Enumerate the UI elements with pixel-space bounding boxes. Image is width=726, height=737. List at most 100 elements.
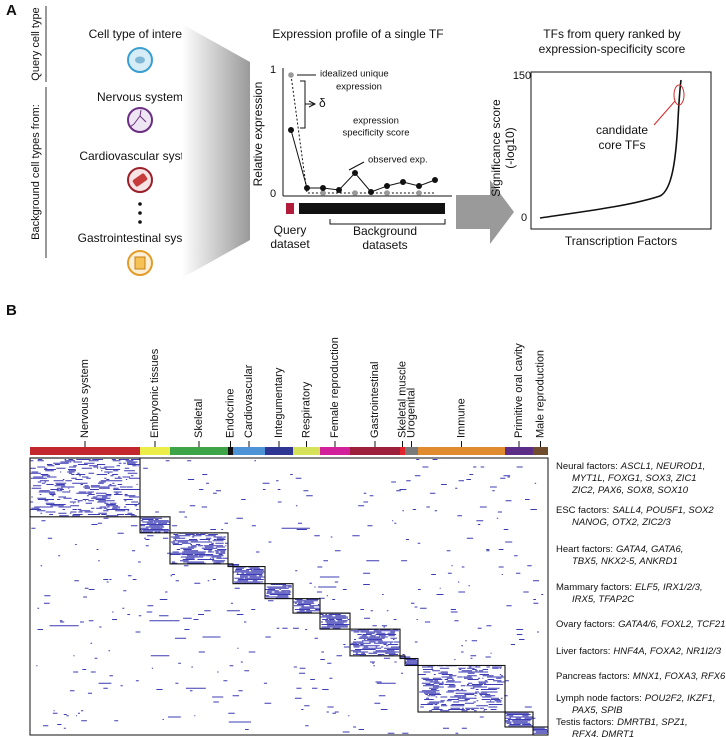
factor-genes: SALL4, POU5F1, SOX2 — [612, 505, 714, 516]
ellipsis-dot — [138, 202, 142, 206]
factor-label: Testis factors: — [556, 717, 614, 728]
observed-point — [400, 179, 406, 185]
factor-genes: NANOG, OTX2, ZIC2/3 — [572, 517, 671, 528]
y-tick-label: 1 — [270, 64, 276, 76]
diagonal-block — [404, 657, 419, 667]
ellipsis-dot — [138, 220, 142, 224]
tissue-bar — [400, 447, 405, 455]
factor-genes: HNF4A, FOXA2, NR1I2/3 — [613, 646, 721, 657]
factor-text: Testis factors: DMRTB1, SPZ1, — [556, 717, 688, 728]
y-axis-label: Significance score — [489, 99, 503, 197]
annotation: dataset — [270, 237, 310, 251]
annotation: specificity score — [342, 128, 409, 139]
y-tick-label: 0 — [521, 212, 527, 224]
profile-title: Expression profile of a single TF — [272, 27, 443, 41]
tissue-bar — [170, 447, 228, 455]
arrow — [456, 180, 514, 244]
leader-line — [653, 100, 676, 126]
query-label: Query cell type — [30, 7, 42, 80]
factor-genes: GATA4/6, FOXL2, TCF21 — [618, 619, 725, 630]
observed-point — [288, 127, 294, 133]
observed-point — [304, 185, 310, 191]
annotation: observed exp. — [368, 155, 428, 166]
factor-text: Pancreas factors: MNX1, FOXA3, RFX6 — [556, 671, 726, 682]
factor-text: RFX4, DMRT1 — [572, 729, 634, 737]
x-axis-label: Transcription Factors — [565, 234, 677, 248]
factor-text: NANOG, OTX2, ZIC2/3 — [572, 517, 671, 528]
observed-point — [352, 170, 358, 176]
tissue-label: Nervous system — [79, 359, 91, 438]
heatmap-frame — [29, 457, 549, 736]
bracket — [329, 219, 446, 225]
tissue-bar — [228, 447, 233, 455]
factor-genes: ZIC2, PAX6, SOX8, SOX10 — [571, 485, 689, 496]
diagonal-block — [292, 598, 321, 614]
diagonal-block — [532, 726, 549, 736]
factor-text: IRX5, TFAP2C — [572, 594, 634, 605]
ellipsis-dot — [138, 211, 142, 215]
observed-point — [336, 187, 342, 193]
diagonal-block — [139, 516, 171, 534]
factor-label: ESC factors: — [556, 505, 609, 516]
factor-text: PAX5, SPIB — [572, 705, 623, 716]
cell-type: Cell type of interest — [89, 27, 192, 41]
idealized-point — [288, 72, 294, 78]
leader-line — [348, 161, 365, 171]
callout: core TFs — [598, 138, 645, 152]
y-tick-label: 150 — [513, 70, 531, 82]
tissue-label: Endocrine — [224, 388, 236, 438]
plot-frame — [530, 71, 712, 230]
idealized-point — [352, 190, 358, 196]
y-axis-label: Relative expression — [251, 82, 265, 187]
factor-genes: ASCL1, NEUROD1, — [620, 461, 705, 472]
factor-text: TBX5, NKX2-5, ANKRD1 — [572, 556, 678, 567]
factor-genes: PAX5, SPIB — [572, 705, 623, 716]
cell-type: Gastrointestinal system — [78, 231, 203, 245]
tissue-label: Urogenital — [405, 388, 417, 438]
tissue-label: Female reproduction — [329, 337, 341, 438]
factor-text: Neural factors: ASCL1, NEUROD1, — [556, 461, 705, 472]
tissue-label: Primitive oral cavity — [513, 343, 525, 438]
tissue-label: Respiratory — [300, 381, 312, 438]
tissue-label: Gastrointestinal — [369, 362, 381, 438]
tissue-label: Male reproduction — [534, 350, 546, 438]
annotation: idealized unique — [320, 69, 389, 80]
annotation: Query — [274, 223, 307, 237]
factor-genes: DMRTB1, SPZ1, — [617, 717, 688, 728]
factor-genes: RFX4, DMRT1 — [572, 729, 634, 737]
factor-text: MYT1L, FOXG1, SOX3, ZIC1 — [572, 473, 697, 484]
y-tick-label: 0 — [270, 188, 276, 200]
observed-point — [416, 183, 422, 189]
factor-label: Pancreas factors: — [556, 671, 630, 682]
background-bar — [299, 203, 445, 214]
tissue-bar — [30, 447, 140, 455]
query-bar — [286, 203, 294, 214]
factor-text: Heart factors: GATA4, GATA6, — [556, 544, 683, 555]
idealized-point — [384, 190, 390, 196]
factor-text: Ovary factors: GATA4/6, FOXL2, TCF21 — [556, 619, 725, 630]
factor-genes: GATA4, GATA6, — [616, 544, 683, 555]
tissue-bar — [233, 447, 265, 455]
factor-label: Ovary factors: — [556, 619, 615, 630]
tissue-label: Skeletal — [193, 399, 205, 438]
cell-type: Cardiovascular system — [79, 149, 200, 163]
diagonal-block — [349, 628, 401, 657]
factor-genes: MNX1, FOXA3, RFX6 — [633, 671, 726, 682]
delta-bracket — [300, 80, 314, 129]
observed-point — [384, 183, 390, 189]
diagonal-block — [417, 664, 506, 713]
diagonal-block — [399, 655, 406, 660]
factor-text: ZIC2, PAX6, SOX8, SOX10 — [571, 485, 689, 496]
tissue-bar — [265, 447, 293, 455]
cell-icon — [134, 256, 146, 270]
observed-point — [432, 177, 438, 183]
factor-genes: ELF5, IRX1/2/3, — [635, 582, 703, 593]
annotation: expression — [353, 116, 399, 127]
cell-icon — [127, 107, 153, 133]
ranking-title: expression-specificity score — [539, 42, 686, 56]
diagonal-block — [169, 532, 229, 565]
diagonal-block — [232, 566, 266, 585]
factor-label: Neural factors: — [556, 461, 618, 472]
factor-genes: MYT1L, FOXG1, SOX3, ZIC1 — [572, 473, 697, 484]
